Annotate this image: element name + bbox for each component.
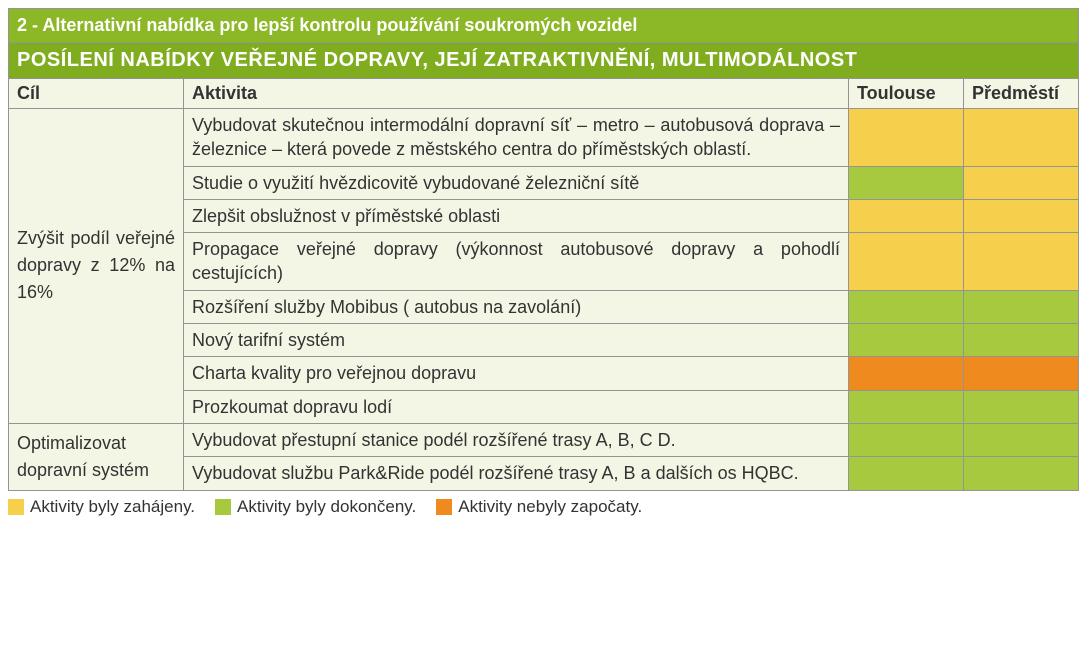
status-toulouse: [849, 357, 964, 390]
status-toulouse: [849, 199, 964, 232]
transport-table: 2 - Alternativní nabídka pro lepší kontr…: [8, 8, 1079, 491]
status-toulouse: [849, 233, 964, 291]
legend: Aktivity byly zahájeny. Aktivity byly dok…: [8, 497, 1079, 517]
activity-cell: Studie o využití hvězdicovitě vybudované…: [184, 166, 849, 199]
table-subtitle: POSÍLENÍ NABÍDKY VEŘEJNÉ DOPRAVY, JEJÍ Z…: [9, 43, 1079, 79]
activity-cell: Propagace veřejné dopravy (výkonnost aut…: [184, 233, 849, 291]
title-row: 2 - Alternativní nabídka pro lepší kontr…: [9, 9, 1079, 43]
status-predmesti: [964, 199, 1079, 232]
legend-swatch: [215, 499, 231, 515]
status-toulouse: [849, 457, 964, 490]
activity-cell: Vybudovat přestupní stanice podél rozšíř…: [184, 423, 849, 456]
activity-cell: Vybudovat službu Park&Ride podél rozšíře…: [184, 457, 849, 490]
col-toulouse: Toulouse: [849, 79, 964, 109]
status-predmesti: [964, 290, 1079, 323]
legend-item: Aktivity byly dokončeny.: [215, 497, 416, 517]
status-toulouse: [849, 390, 964, 423]
activity-cell: Nový tarifní systém: [184, 324, 849, 357]
legend-item: Aktivity byly zahájeny.: [8, 497, 195, 517]
table-row: Optimalizovat dopravní systémVybudovat p…: [9, 423, 1079, 456]
subtitle-row: POSÍLENÍ NABÍDKY VEŘEJNÉ DOPRAVY, JEJÍ Z…: [9, 43, 1079, 79]
table-row: Zvýšit podíl veřejné dopravy z 12% na 16…: [9, 109, 1079, 167]
legend-swatch: [436, 499, 452, 515]
col-suburb: Předměstí: [964, 79, 1079, 109]
activity-cell: Rozšíření služby Mobibus ( autobus na za…: [184, 290, 849, 323]
status-toulouse: [849, 166, 964, 199]
legend-label: Aktivity byly zahájeny.: [30, 497, 195, 517]
status-predmesti: [964, 109, 1079, 167]
col-goal: Cíl: [9, 79, 184, 109]
status-predmesti: [964, 166, 1079, 199]
goal-cell: Optimalizovat dopravní systém: [9, 423, 184, 490]
status-predmesti: [964, 457, 1079, 490]
activity-cell: Vybudovat skutečnou intermodální dopravn…: [184, 109, 849, 167]
legend-label: Aktivity byly dokončeny.: [237, 497, 416, 517]
status-predmesti: [964, 233, 1079, 291]
legend-item: Aktivity nebyly započaty.: [436, 497, 642, 517]
status-predmesti: [964, 390, 1079, 423]
status-toulouse: [849, 423, 964, 456]
table-title: 2 - Alternativní nabídka pro lepší kontr…: [9, 9, 1079, 43]
col-activity: Aktivita: [184, 79, 849, 109]
status-toulouse: [849, 109, 964, 167]
legend-label: Aktivity nebyly započaty.: [458, 497, 642, 517]
activity-cell: Prozkoumat dopravu lodí: [184, 390, 849, 423]
activity-cell: Charta kvality pro veřejnou dopravu: [184, 357, 849, 390]
header-row: Cíl Aktivita Toulouse Předměstí: [9, 79, 1079, 109]
legend-swatch: [8, 499, 24, 515]
status-predmesti: [964, 423, 1079, 456]
status-predmesti: [964, 324, 1079, 357]
status-predmesti: [964, 357, 1079, 390]
status-toulouse: [849, 290, 964, 323]
status-toulouse: [849, 324, 964, 357]
goal-cell: Zvýšit podíl veřejné dopravy z 12% na 16…: [9, 109, 184, 424]
activity-cell: Zlepšit obslužnost v příměstské oblasti: [184, 199, 849, 232]
